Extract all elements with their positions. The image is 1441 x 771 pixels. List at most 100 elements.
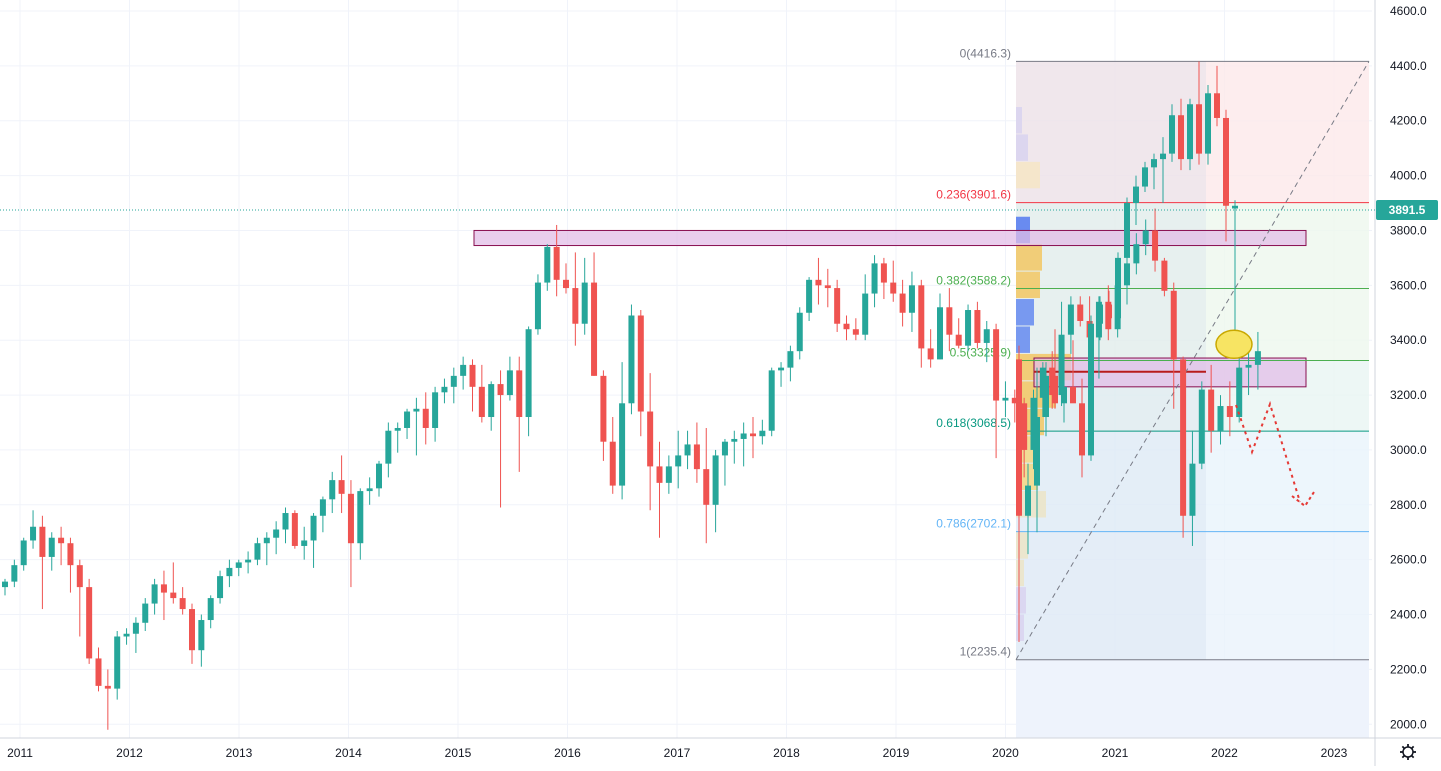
candle[interactable] [600, 370, 607, 461]
candle[interactable] [291, 510, 298, 549]
candle[interactable] [58, 526, 65, 566]
candle[interactable] [338, 455, 345, 514]
candle[interactable] [1196, 61, 1202, 165]
candle[interactable] [712, 449, 719, 533]
candle[interactable] [899, 279, 906, 327]
candle[interactable] [1178, 98, 1184, 171]
candle[interactable] [497, 370, 504, 508]
candle[interactable] [1187, 98, 1193, 171]
candle[interactable] [890, 260, 897, 302]
candle[interactable] [1142, 219, 1149, 256]
candle[interactable] [834, 279, 841, 332]
candle[interactable] [993, 323, 1000, 459]
candle[interactable] [637, 310, 644, 437]
candle[interactable] [974, 301, 981, 349]
candle[interactable] [1198, 381, 1205, 470]
candle[interactable] [693, 422, 700, 483]
candle[interactable] [1025, 463, 1031, 555]
candle[interactable] [488, 381, 495, 431]
candle[interactable] [703, 427, 710, 544]
candle[interactable] [946, 288, 953, 352]
candle[interactable] [778, 362, 785, 387]
candle[interactable] [123, 628, 130, 645]
candle[interactable] [1189, 430, 1196, 546]
candle[interactable] [1070, 340, 1076, 404]
candle[interactable] [563, 263, 569, 294]
candle[interactable] [824, 268, 831, 308]
candle[interactable] [619, 362, 626, 500]
candle[interactable] [983, 320, 990, 363]
candle[interactable] [675, 430, 682, 489]
candle[interactable] [740, 422, 747, 467]
candle[interactable] [245, 551, 252, 574]
candle[interactable] [506, 356, 513, 401]
candle[interactable] [1077, 296, 1084, 327]
candle[interactable] [581, 257, 588, 335]
candle[interactable] [525, 326, 532, 437]
candle[interactable] [656, 441, 663, 538]
candle[interactable] [394, 422, 401, 453]
candle[interactable] [1214, 65, 1220, 127]
candle[interactable] [376, 460, 382, 497]
candle[interactable] [1124, 197, 1130, 264]
candle[interactable] [76, 559, 83, 637]
candle[interactable] [329, 471, 336, 514]
candle[interactable] [263, 532, 270, 566]
candle[interactable] [918, 279, 925, 368]
candle[interactable] [189, 603, 195, 664]
candle[interactable] [1097, 296, 1103, 341]
candle[interactable] [1002, 381, 1009, 418]
candle[interactable] [1208, 364, 1215, 453]
candle[interactable] [422, 392, 429, 445]
candle[interactable] [310, 513, 317, 568]
candle[interactable] [1151, 153, 1157, 190]
highlight-ellipse[interactable] [1215, 329, 1253, 360]
candle[interactable] [1169, 104, 1175, 162]
candle[interactable] [516, 356, 523, 472]
candle[interactable] [441, 378, 448, 404]
candle[interactable] [1061, 359, 1067, 423]
candle[interactable] [609, 417, 616, 494]
candle[interactable] [142, 598, 149, 632]
candle[interactable] [1254, 331, 1261, 390]
candle[interactable] [151, 578, 158, 615]
candle[interactable] [1236, 351, 1243, 423]
candle[interactable] [862, 274, 869, 341]
candle[interactable] [1034, 367, 1040, 533]
candle[interactable] [1223, 109, 1229, 242]
drawing-layer[interactable] [1215, 329, 1315, 508]
candle[interactable] [469, 359, 476, 412]
candle[interactable] [750, 417, 756, 459]
candle[interactable] [404, 408, 411, 439]
candle[interactable] [1088, 315, 1094, 461]
resistance-zone[interactable] [473, 229, 1307, 247]
candle[interactable] [572, 252, 579, 346]
candle[interactable] [170, 562, 177, 604]
candle[interactable] [207, 595, 214, 629]
candle[interactable] [880, 257, 887, 300]
candle[interactable] [235, 559, 242, 577]
candle[interactable] [1152, 208, 1159, 272]
candle[interactable] [217, 570, 224, 604]
candle[interactable] [1021, 397, 1028, 478]
candle[interactable] [787, 345, 794, 382]
candle[interactable] [30, 510, 37, 549]
candle[interactable] [1232, 200, 1238, 349]
candle[interactable] [1205, 85, 1211, 165]
candle[interactable] [385, 422, 392, 478]
candle[interactable] [1124, 257, 1130, 305]
candle[interactable] [684, 430, 691, 470]
candle[interactable] [460, 356, 467, 390]
candle[interactable] [591, 252, 598, 376]
candle[interactable] [1043, 362, 1049, 437]
candle[interactable] [319, 496, 326, 533]
candle[interactable] [366, 477, 373, 505]
candle[interactable] [937, 293, 943, 360]
candle[interactable] [2, 578, 8, 596]
candle[interactable] [86, 578, 93, 664]
candle[interactable] [1079, 378, 1085, 478]
candle[interactable] [1161, 257, 1168, 297]
candle[interactable] [1106, 290, 1112, 330]
zone-layer[interactable] [473, 229, 1307, 388]
candle[interactable] [104, 669, 111, 730]
